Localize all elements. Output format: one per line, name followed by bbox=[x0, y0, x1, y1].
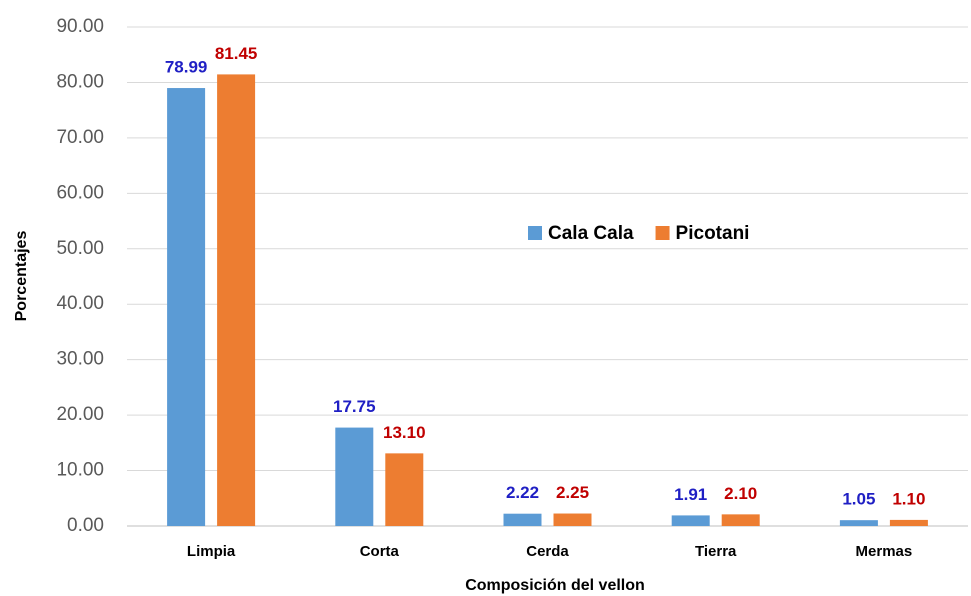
y-tick-label: 40.00 bbox=[56, 293, 104, 314]
y-tick-label: 20.00 bbox=[56, 404, 104, 425]
y-tick-label: 60.00 bbox=[56, 182, 104, 203]
bar bbox=[553, 513, 592, 526]
y-tick-label: 10.00 bbox=[56, 460, 104, 481]
legend-swatch bbox=[655, 226, 670, 240]
x-tick-label: Limpia bbox=[187, 543, 236, 560]
bar bbox=[503, 513, 542, 526]
x-tick-label: Cerda bbox=[526, 543, 569, 560]
data-label: 78.99 bbox=[165, 58, 208, 77]
y-tick-label: 0.00 bbox=[67, 515, 104, 536]
legend-label: Cala Cala bbox=[548, 223, 634, 244]
data-label: 2.10 bbox=[724, 484, 757, 503]
data-label: 1.05 bbox=[842, 490, 875, 509]
x-tick-label: Mermas bbox=[856, 543, 913, 560]
data-label: 17.75 bbox=[333, 397, 376, 416]
legend-swatch bbox=[528, 226, 542, 240]
bar bbox=[839, 520, 878, 526]
y-tick-label: 30.00 bbox=[56, 349, 104, 370]
data-label: 2.22 bbox=[506, 483, 539, 502]
data-label: 1.10 bbox=[892, 489, 925, 508]
x-tick-label: Corta bbox=[360, 543, 400, 560]
y-axis-title: Porcentajes bbox=[13, 231, 30, 322]
y-tick-label: 90.00 bbox=[56, 16, 104, 37]
data-label: 1.91 bbox=[674, 485, 707, 504]
bar bbox=[671, 515, 710, 526]
bar bbox=[385, 453, 424, 526]
bar bbox=[335, 427, 374, 526]
legend-label: Picotani bbox=[676, 223, 750, 244]
y-tick-label: 80.00 bbox=[56, 71, 104, 92]
x-axis-title: Composición del vellon bbox=[465, 577, 645, 594]
y-tick-label: 70.00 bbox=[56, 127, 104, 148]
bar bbox=[217, 74, 256, 526]
data-label: 2.25 bbox=[556, 483, 589, 502]
x-tick-label: Tierra bbox=[695, 543, 737, 560]
data-label: 13.10 bbox=[383, 423, 426, 442]
bar bbox=[167, 88, 206, 526]
y-tick-label: 50.00 bbox=[56, 238, 104, 259]
data-label: 81.45 bbox=[215, 44, 258, 63]
bar bbox=[721, 514, 760, 526]
bar bbox=[889, 519, 928, 526]
